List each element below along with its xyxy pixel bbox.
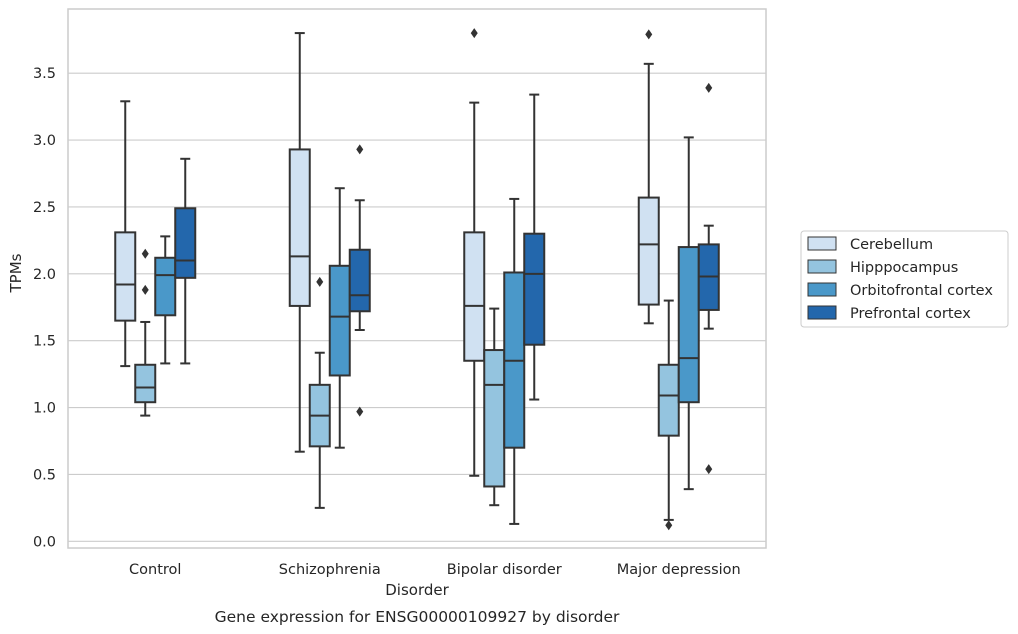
outlier-point xyxy=(705,464,713,475)
outlier-point xyxy=(356,406,364,417)
chart-caption: Gene expression for ENSG00000109927 by d… xyxy=(215,608,620,626)
legend-swatch xyxy=(807,282,837,297)
box-iqr xyxy=(134,363,157,404)
x-tick-label: Major depression xyxy=(617,562,741,578)
box-iqr xyxy=(483,349,506,488)
outlier-point xyxy=(316,276,324,287)
y-tick-label: 3.5 xyxy=(33,66,56,82)
y-tick-label: 0.0 xyxy=(33,534,56,550)
legend-swatch xyxy=(807,259,837,274)
x-axis-label: Disorder xyxy=(385,581,449,599)
y-tick-labels: 0.0 0.5 1.0 1.5 2.0 2.5 3.0 3.5 xyxy=(33,66,56,550)
box-group xyxy=(288,32,311,453)
box-iqr xyxy=(348,248,371,313)
box-series xyxy=(114,28,720,531)
x-tick-label: Schizophrenia xyxy=(279,562,381,578)
outlier-point xyxy=(470,28,478,39)
box-iqr xyxy=(328,264,351,377)
legend-label: Prefrontal cortex xyxy=(850,306,971,322)
box-group xyxy=(523,93,546,401)
box-iqr xyxy=(288,148,311,307)
box-group xyxy=(483,307,506,507)
legend: Cerebellum Hipppocampus Orbitofrontal co… xyxy=(800,230,1009,328)
box-iqr xyxy=(154,256,177,317)
box-group xyxy=(308,276,331,509)
box-iqr xyxy=(637,196,660,306)
legend-label: Cerebellum xyxy=(850,237,933,253)
box-group xyxy=(677,136,700,491)
outlier-point xyxy=(141,284,149,295)
box-iqr xyxy=(114,231,137,322)
box-group xyxy=(463,28,486,477)
y-tick-label: 2.5 xyxy=(33,200,56,216)
box-group xyxy=(697,82,720,475)
y-tick-label: 1.5 xyxy=(33,334,56,350)
box-group xyxy=(503,197,526,525)
legend-frame xyxy=(800,230,1009,328)
x-tick-label: Bipolar disorder xyxy=(447,562,562,578)
box-group xyxy=(134,248,157,417)
y-tick-label: 3.0 xyxy=(33,133,56,149)
legend-label: Orbitofrontal cortex xyxy=(850,283,993,299)
y-tick-label: 1.0 xyxy=(33,401,56,417)
outlier-point xyxy=(665,520,673,531)
box-group xyxy=(114,100,137,368)
outlier-point xyxy=(141,248,149,259)
plot-frame xyxy=(67,8,767,549)
outlier-point xyxy=(705,82,713,93)
x-tick-label: Control xyxy=(129,562,181,578)
box-iqr xyxy=(677,246,700,404)
y-tick-label: 2.0 xyxy=(33,267,56,283)
box-iqr xyxy=(463,231,486,362)
box-iqr xyxy=(174,207,197,279)
box-iqr xyxy=(523,232,546,346)
box-group xyxy=(637,29,660,325)
y-tick-label: 0.5 xyxy=(33,467,56,483)
legend-label: Hipppocampus xyxy=(850,260,958,276)
box-group xyxy=(174,157,197,365)
legend-swatch xyxy=(807,305,837,320)
legend-swatch xyxy=(807,236,837,251)
box-group xyxy=(154,235,177,365)
outlier-point xyxy=(356,144,364,155)
y-axis-label: TPMs xyxy=(7,253,25,293)
box-iqr xyxy=(657,363,680,437)
box-group xyxy=(328,187,351,449)
box-group xyxy=(657,299,680,531)
box-group xyxy=(348,144,371,417)
outlier-point xyxy=(645,29,653,40)
x-tick-labels: Control Schizophrenia Bipolar disorder Majo… xyxy=(129,562,741,578)
